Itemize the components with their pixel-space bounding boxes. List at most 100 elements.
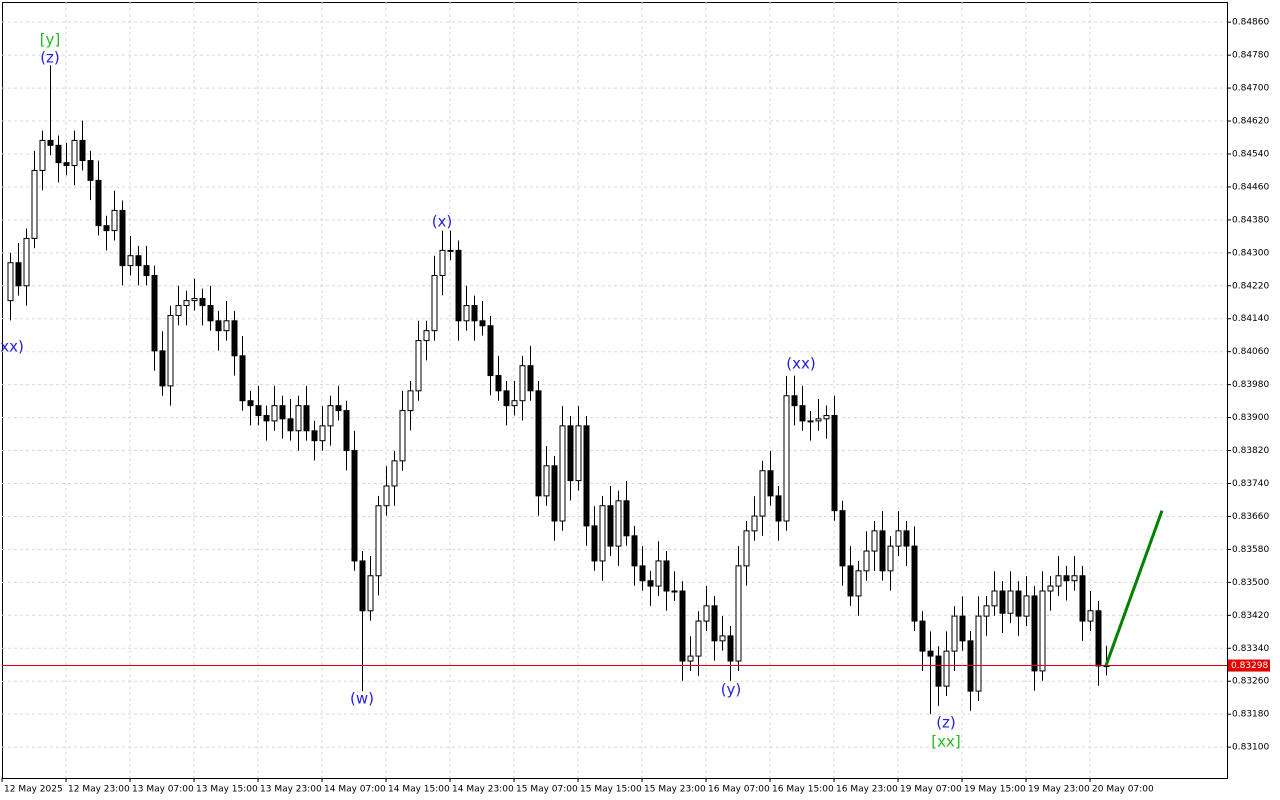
candle-body	[559, 425, 566, 522]
candle-body	[639, 565, 646, 582]
y-tick-label: 0.84700	[1232, 84, 1269, 94]
candle-body	[951, 615, 958, 652]
candle-body	[207, 305, 214, 322]
candle-body	[711, 605, 718, 642]
y-tick-label: 0.84220	[1232, 281, 1269, 291]
candle-body	[831, 415, 838, 512]
candle-body	[95, 179, 102, 227]
plot-frame	[2, 2, 1228, 779]
candle-body	[583, 425, 590, 527]
candle-body	[143, 265, 150, 276]
candle-body	[743, 530, 750, 567]
candle-body	[543, 465, 550, 497]
candle-body	[55, 144, 62, 164]
x-tick-label: 15 May 23:00	[644, 785, 706, 795]
candle-body	[943, 650, 950, 687]
candle-body	[151, 274, 158, 352]
candle-body	[615, 500, 622, 547]
candle-body	[103, 225, 110, 232]
candle-body	[79, 139, 86, 162]
candle-body	[1071, 575, 1078, 582]
candle-body	[359, 560, 366, 612]
y-tick-label: 0.83420	[1232, 611, 1269, 621]
candle-body	[223, 320, 230, 332]
candle-body	[687, 655, 694, 662]
candle-body	[383, 485, 390, 507]
candle-body	[911, 545, 918, 622]
candle-body	[991, 590, 998, 607]
candle-body	[479, 320, 486, 327]
wave-label: (y)	[721, 681, 742, 699]
candle-body	[15, 262, 22, 287]
y-tick-label: 0.83580	[1232, 545, 1269, 555]
wave-label: (xx)	[786, 355, 815, 373]
candle-body	[319, 425, 326, 442]
candle-body	[31, 169, 38, 239]
candle-body	[215, 320, 222, 332]
x-tick-label: 19 May 23:00	[1028, 785, 1090, 795]
wave-label: (x)	[432, 213, 453, 231]
candle-body	[231, 320, 238, 357]
candle-body	[135, 255, 142, 267]
candle-body	[175, 305, 182, 316]
candle-body	[1039, 590, 1046, 672]
candle-body	[631, 535, 638, 567]
y-tick-label: 0.83180	[1232, 710, 1269, 720]
candle-body	[111, 209, 118, 232]
candle-body	[879, 530, 886, 572]
current-price-label: 0.83298	[1231, 661, 1268, 671]
candle-body	[703, 605, 710, 622]
candle-body	[247, 400, 254, 407]
candle-body	[511, 400, 518, 407]
candle-body	[1047, 585, 1054, 592]
candle-body	[695, 620, 702, 657]
candle-body	[471, 305, 478, 322]
candle-body	[439, 249, 446, 276]
candle-body	[607, 505, 614, 547]
candle-body	[895, 530, 902, 547]
x-tick-label: 14 May 07:00	[324, 785, 386, 795]
y-tick-label: 0.84540	[1232, 149, 1269, 159]
x-tick-label: 13 May 15:00	[196, 785, 258, 795]
candle-body	[119, 209, 126, 267]
candle-body	[447, 249, 454, 252]
candle-body	[775, 495, 782, 522]
candle-body	[399, 410, 406, 462]
candle-body	[415, 340, 422, 392]
candle-body	[855, 570, 862, 597]
candle-body	[839, 510, 846, 567]
y-tick-label: 0.83900	[1232, 413, 1269, 423]
candle-body	[1007, 590, 1014, 614]
x-tick-label: 14 May 15:00	[388, 785, 450, 795]
candle-body	[903, 530, 910, 547]
candle-body	[663, 560, 670, 592]
candle-body	[679, 590, 686, 662]
candle-body	[335, 405, 342, 412]
y-tick-label: 0.83660	[1232, 512, 1269, 522]
candle-body	[263, 415, 270, 422]
y-tick-label: 0.83340	[1232, 644, 1269, 654]
candle-body	[199, 298, 206, 307]
candle-body	[287, 418, 294, 432]
y-tick-label: 0.83100	[1232, 743, 1269, 753]
candle-body	[983, 605, 990, 617]
candle-body	[919, 620, 926, 652]
candle-body	[1063, 575, 1070, 582]
candle-body	[239, 355, 246, 402]
candle-body	[591, 525, 598, 562]
candle-body	[735, 565, 742, 662]
candle-body	[431, 274, 438, 332]
candle-body	[295, 405, 302, 432]
current-price-box	[1228, 659, 1270, 672]
candle-body	[887, 545, 894, 572]
candle-body	[647, 580, 654, 587]
candle-body	[959, 615, 966, 642]
candle-body	[463, 305, 470, 322]
candle-body	[847, 565, 854, 597]
x-tick-label: 16 May 23:00	[836, 785, 898, 795]
candle-body	[303, 405, 310, 432]
x-tick-label: 19 May 15:00	[964, 785, 1026, 795]
x-tick-label: 19 May 07:00	[900, 785, 962, 795]
x-tick-label: 13 May 23:00	[260, 785, 322, 795]
wave-label: (z)	[936, 714, 956, 732]
